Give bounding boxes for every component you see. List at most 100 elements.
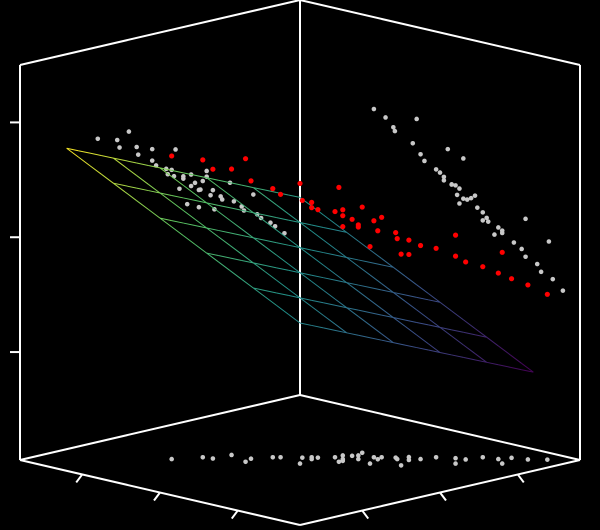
wall-shadow [200, 178, 206, 184]
surface-line [334, 323, 347, 334]
surface-line [264, 264, 277, 269]
surface-line [241, 184, 254, 189]
surface-line [159, 192, 172, 203]
surface-line [381, 308, 394, 318]
point [355, 224, 361, 230]
surface-line [183, 197, 196, 201]
wall-shadow [173, 147, 178, 152]
floor-shadow [406, 457, 412, 463]
surface-line [136, 175, 149, 185]
surface-line [78, 150, 91, 154]
surface-line [311, 306, 324, 316]
surface-line [171, 169, 184, 174]
point [433, 245, 439, 251]
surface-line [229, 182, 242, 186]
surface-line [276, 217, 289, 221]
wall-shadow [523, 216, 528, 222]
wall-shadow [391, 125, 396, 130]
floor-shadow [375, 456, 381, 462]
surface-line [334, 273, 347, 283]
surface-line [381, 258, 394, 268]
surface-line [276, 229, 289, 240]
surface-line [206, 227, 219, 231]
floor-shadow [509, 455, 514, 461]
point [398, 251, 404, 257]
surface-line [218, 204, 231, 209]
surface-line [416, 296, 429, 301]
wall-shadow [231, 199, 237, 204]
floor-shadow [278, 454, 283, 460]
wall-shadow [251, 192, 256, 197]
floor-shadow [356, 456, 361, 462]
surface-line [218, 236, 231, 246]
point [336, 184, 342, 190]
surface-line [498, 364, 511, 368]
surface-line [299, 297, 312, 301]
surface-line [299, 247, 312, 257]
surface-line [346, 307, 359, 317]
surface-line [393, 342, 406, 346]
point [544, 291, 550, 297]
wall-shadow [461, 196, 466, 201]
surface-line [323, 289, 336, 300]
floor-shadow [480, 454, 486, 460]
wall-shadow [371, 106, 377, 112]
surface-line [113, 182, 126, 187]
surface-line [463, 344, 476, 354]
surface-line [299, 247, 312, 251]
wall-shadow [177, 186, 182, 192]
surface-line [66, 147, 79, 158]
wall-shadow [422, 158, 427, 164]
surface-line [334, 304, 347, 309]
point [525, 282, 531, 288]
surface-line [404, 300, 417, 311]
surface-line [323, 277, 336, 281]
point [210, 166, 216, 172]
wall-shadow [181, 176, 186, 181]
surface-line [299, 272, 312, 282]
surface-line [428, 299, 441, 303]
surface-line [334, 248, 347, 258]
wall-shadow [418, 151, 423, 157]
surface-line [381, 333, 394, 344]
surface-line [159, 192, 172, 196]
wall-shadow [134, 144, 139, 150]
floor-shadow [394, 456, 400, 462]
surface-line [451, 335, 464, 346]
surface-line [264, 189, 277, 193]
box-edge [19, 394, 301, 461]
surface-line [439, 326, 452, 337]
surface-line [346, 332, 359, 336]
surface-line [404, 344, 417, 349]
surface-line [323, 302, 336, 306]
surface-line [474, 353, 487, 363]
floor-shadow [496, 456, 501, 462]
surface-line [276, 254, 289, 265]
surface-line [264, 195, 277, 206]
surface-line [241, 209, 254, 214]
floor-shadow [367, 461, 373, 466]
surface-line [311, 299, 324, 304]
wall-shadow [480, 218, 486, 223]
surface-line [346, 307, 359, 311]
surface-line [194, 193, 207, 204]
surface-line [183, 172, 196, 176]
surface-line [416, 321, 429, 326]
surface-line [253, 262, 266, 273]
wall-shadow [492, 232, 497, 237]
point [277, 191, 284, 197]
floor-shadow [433, 454, 439, 460]
surface-line [206, 202, 219, 206]
point [349, 216, 355, 222]
surface-line [299, 222, 312, 226]
surface-line [381, 314, 394, 319]
wall-shadow [392, 128, 398, 134]
wall-shadow [196, 204, 202, 210]
wall-shadow [192, 180, 198, 186]
surface-line [288, 263, 301, 274]
surface-line [428, 349, 441, 353]
point [248, 178, 254, 184]
wall-shadow [117, 145, 122, 150]
surface-line [509, 354, 522, 364]
wall-shadow [282, 230, 287, 236]
